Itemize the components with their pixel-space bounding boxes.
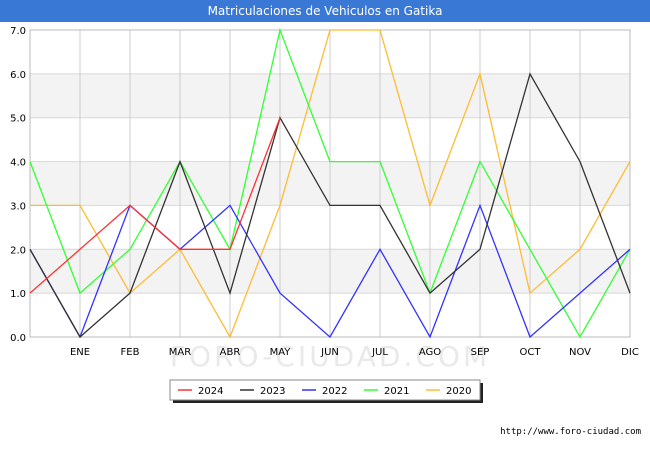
legend-box: [169, 379, 481, 401]
x-tick-label: ENE: [70, 347, 90, 358]
watermark-text: FORO-CIUDAD.COM: [170, 340, 490, 373]
y-tick-label: 5.0: [10, 114, 26, 125]
legend-label-2024: 2024: [198, 386, 223, 397]
source-url[interactable]: http://www.foro-ciudad.com: [500, 427, 641, 437]
y-tick-label: 1.0: [10, 289, 26, 300]
x-tick-label: MAY: [270, 347, 292, 358]
x-tick-label: ABR: [220, 347, 241, 358]
x-tick-label: AGO: [419, 347, 441, 358]
x-tick-label: FEB: [121, 347, 140, 358]
x-tick-label: JUL: [371, 347, 388, 358]
series-line-2023: [29, 72, 631, 339]
series-line-2021: [29, 27, 631, 339]
y-tick-label: 3.0: [10, 201, 26, 212]
y-tick-label: 6.0: [10, 70, 26, 81]
legend-label-2023: 2023: [260, 386, 285, 397]
legend-label-2020: 2020: [446, 386, 471, 397]
x-tick-label: MAR: [169, 347, 191, 358]
y-tick-label: 0.0: [10, 333, 26, 344]
x-tick-label: NOV: [569, 347, 591, 358]
x-tick-label: JUN: [320, 347, 339, 358]
x-tick-label: SEP: [471, 347, 490, 358]
y-tick-label: 7.0: [10, 26, 26, 37]
legend-label-2022: 2022: [322, 386, 347, 397]
legend-label-2021: 2021: [384, 386, 409, 397]
series-line-2024: [29, 117, 281, 294]
chart-title: Matriculaciones de Vehiculos en Gatika: [0, 0, 650, 22]
y-tick-label: 2.0: [10, 245, 26, 256]
x-tick-label: DIC: [621, 347, 639, 358]
y-tick-label: 4.0: [10, 158, 26, 169]
x-tick-label: OCT: [520, 347, 542, 358]
